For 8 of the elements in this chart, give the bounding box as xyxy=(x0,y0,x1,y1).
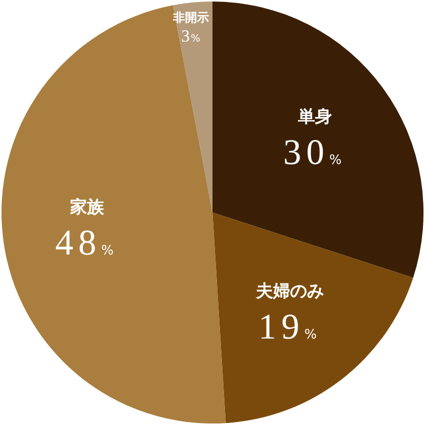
slice-label: 家族 xyxy=(68,197,105,218)
slice-label: 夫婦のみ xyxy=(255,282,324,302)
data-label: 3% xyxy=(181,26,202,46)
data-label: 30% xyxy=(283,132,347,172)
slice-label: 非開示 xyxy=(172,10,210,25)
data-label: 48% xyxy=(55,222,119,262)
data-label: 19% xyxy=(258,306,322,347)
slice-label: 単身 xyxy=(296,107,332,128)
